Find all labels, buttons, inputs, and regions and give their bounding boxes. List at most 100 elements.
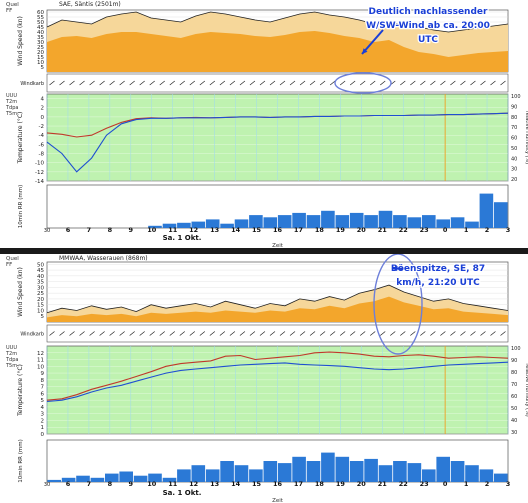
top-x-tick-label: 21 — [378, 226, 388, 234]
top-rain-bar — [407, 217, 422, 229]
top-wind-tick-label: 60 — [37, 10, 44, 16]
top-rain-bar — [306, 215, 321, 228]
bottom-winddir-barb — [279, 331, 286, 336]
top-x-tick-label: 19 — [336, 226, 346, 234]
bottom-winddir-barb — [99, 331, 105, 336]
bottom-temp-ylabel: Temperature (°C) — [17, 364, 24, 417]
top-winddir-frame — [46, 73, 509, 93]
top-winddir-barb — [239, 80, 246, 86]
bottom-x-tick-label: 2 — [485, 480, 490, 488]
top-winddir-barb — [299, 80, 306, 86]
top-x-tick-label: 30 — [44, 228, 50, 234]
bottom-winddir-barb — [380, 331, 386, 336]
top-x-tick-label: 15 — [252, 226, 262, 234]
bottom-rain-bar — [465, 465, 479, 482]
top-rh-axis-label: relative Humidity (%) — [524, 111, 528, 164]
bottom-rain-bar — [494, 473, 508, 482]
bottom-x-date-label: Sa. 1 Okt. — [163, 489, 202, 497]
top-wind-tick-label: 40 — [37, 30, 44, 36]
bottom-temp-tick-label: 0 — [41, 432, 45, 438]
bottom-winddir-barb — [129, 331, 135, 336]
top-rain-bar — [277, 215, 292, 228]
bottom-legend-ff: FF — [6, 262, 12, 268]
bottom-winddir-barb — [159, 331, 165, 336]
bottom-rain-bar — [407, 463, 422, 482]
top-x-tick-label: 23 — [420, 226, 429, 234]
bottom-rain-bar — [321, 452, 335, 482]
top-annotation-ellipse — [334, 72, 392, 94]
top-winddir-barb — [400, 80, 406, 86]
bottom-x-tick-label: 19 — [336, 480, 346, 488]
bottom-x-tick-label: 11 — [168, 480, 178, 488]
panel-separator — [0, 248, 528, 254]
top-x-tick-label: 22 — [399, 226, 408, 234]
top-annotation-line: Deutlich nachlassender — [369, 7, 488, 17]
bottom-wind-tick-label: 30 — [37, 285, 44, 291]
top-winddir-barb — [420, 80, 426, 86]
bottom-x-axis-label: Zeit — [272, 498, 284, 503]
bottom-rain-bar — [479, 469, 494, 482]
top-x-tick-label: 17 — [294, 226, 303, 234]
top-wind-tick-label: 30 — [37, 40, 44, 46]
bottom-temp-legend-entry: T5m — [5, 363, 17, 369]
bottom-winddir-barb — [169, 331, 175, 336]
top-wind-tick-label: 15 — [37, 55, 44, 61]
bottom-winddir-barb — [219, 331, 226, 336]
top-wind-tick-label: 5 — [41, 65, 45, 71]
bottom-rh-tick-label: 80 — [511, 370, 517, 376]
bottom-winddir-barb — [400, 331, 406, 336]
bottom-rain-bar — [263, 461, 278, 482]
bottom-rain-bar — [422, 469, 436, 482]
top-winddir-barb — [339, 80, 346, 86]
top-rh-tick-label: 40 — [511, 156, 517, 162]
bottom-rain-bar — [306, 461, 321, 482]
top-annotation-arrowhead — [362, 48, 368, 54]
bottom-x-tick-label: 0 — [443, 480, 448, 488]
top-wind-mean-area — [47, 31, 508, 72]
bottom-winddir-barb — [339, 331, 346, 336]
bottom-x-tick-label: 20 — [357, 480, 367, 488]
bottom-wind-tick-label: 5 — [41, 314, 45, 320]
top-rain-ylabel: 10min RR (mm) — [18, 185, 24, 229]
top-rain-bar — [191, 221, 206, 229]
bottom-winddir-barb — [119, 331, 125, 336]
bottom-temp-tick-label: 12 — [37, 351, 44, 357]
bottom-rh-axis-label: relative Humidity (%) — [524, 363, 528, 416]
top-temp-tick-label: 2 — [41, 106, 45, 112]
bottom-winddir-barb — [420, 331, 426, 336]
bottom-wind-tick-label: 25 — [37, 291, 44, 297]
bottom-x-tick-label: 22 — [399, 480, 408, 488]
top-rain-bar — [263, 217, 278, 229]
bottom-winddir-barb — [500, 331, 506, 336]
bottom-rain-bar — [76, 475, 90, 482]
top-rain-bar — [148, 225, 162, 228]
top-winddir-barb — [500, 80, 506, 86]
top-winddir-barb — [209, 80, 216, 86]
top-temp-tick-label: -6 — [39, 142, 45, 148]
bottom-temp-tick-label: 8 — [41, 378, 45, 384]
bottom-rain-bar — [47, 479, 61, 482]
top-rain-bar — [321, 210, 335, 228]
top-temp-tick-label: 0 — [41, 115, 45, 121]
bottom-annotation-ellipse — [373, 254, 423, 355]
top-winddir-barb — [440, 80, 446, 86]
bottom-rain-bar — [378, 465, 393, 482]
bottom-rh-tick-label: 40 — [511, 418, 517, 424]
bottom-winddir-barb — [299, 331, 306, 336]
top-rain-bar — [335, 215, 350, 228]
bottom-winddir-barb — [149, 331, 155, 336]
bottom-annotation-line: km/h, 21:20 UTC — [396, 278, 480, 288]
bottom-rain-bar — [234, 465, 249, 482]
bottom-temp-legend-entry: T2m — [5, 351, 17, 357]
top-rain-bar — [292, 212, 306, 228]
top-temp-legend-entry: T5m — [5, 111, 17, 117]
top-dewpoint-line — [46, 112, 509, 173]
top-winddir-barb — [199, 80, 206, 86]
top-annotation-line: UTC — [418, 35, 438, 45]
bottom-rain-bar — [364, 458, 378, 482]
top-x-tick-label: 3 — [506, 226, 511, 234]
bottom-x-tick-label: 9 — [129, 480, 134, 488]
top-rain-bar — [465, 221, 479, 229]
top-temp-legend-entry: T2m — [5, 99, 17, 105]
